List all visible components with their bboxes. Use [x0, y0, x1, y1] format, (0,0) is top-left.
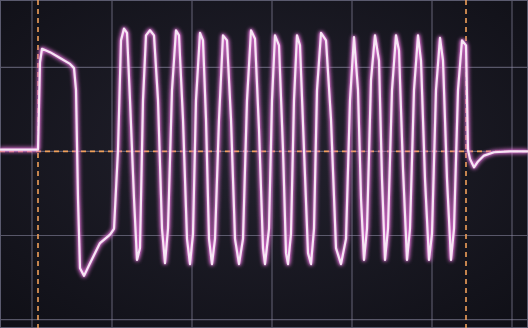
- grid-line-y: [0, 151, 528, 152]
- cursor-y: [0, 151, 528, 153]
- signal-trace: [0, 29, 528, 276]
- plot-area: [0, 0, 528, 328]
- grid-line-y: [0, 67, 528, 68]
- grid-line-x: [431, 0, 432, 328]
- background: [0, 0, 528, 328]
- plot-frame: [1, 1, 528, 328]
- grid-line-x: [191, 0, 192, 328]
- grid-line-x: [31, 0, 32, 328]
- grid-line-y: [0, 319, 528, 320]
- cursor-x: [37, 0, 39, 328]
- scope-screen: [0, 0, 528, 328]
- grid-line-x: [111, 0, 112, 328]
- grid-line-x: [511, 0, 512, 328]
